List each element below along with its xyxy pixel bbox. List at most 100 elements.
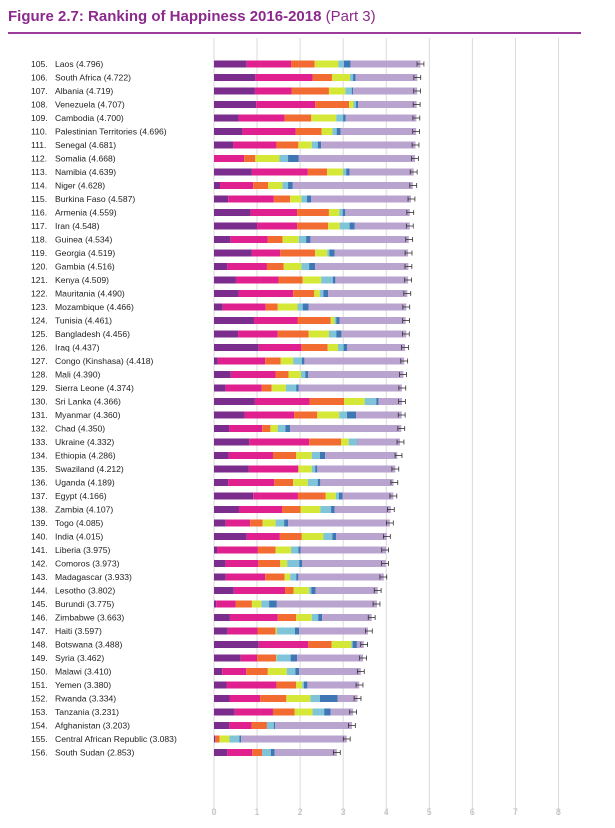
- freedom-segment: [325, 492, 336, 500]
- freedom-segment: [327, 168, 344, 176]
- country-label: Sierra Leone (4.374): [55, 383, 134, 393]
- country-label: Bangladesh (4.456): [55, 329, 130, 339]
- residual-segment: [241, 735, 347, 743]
- rank-label: 115.: [31, 194, 47, 204]
- life-expectancy-segment: [276, 681, 297, 689]
- social-support-segment: [225, 560, 259, 567]
- generosity-segment: [293, 357, 302, 365]
- generosity-segment: [262, 749, 271, 756]
- life-expectancy-segment: [291, 60, 315, 68]
- corruption-segment: [299, 560, 303, 567]
- corruption-segment: [311, 587, 316, 594]
- life-expectancy-segment: [276, 141, 299, 149]
- country-label: Kenya (4.509): [55, 275, 109, 285]
- country-label: Afghanistan (3.203): [55, 721, 130, 731]
- gdp-segment: [214, 492, 254, 500]
- gdp-segment: [214, 236, 231, 243]
- gdp-segment: [214, 749, 228, 756]
- rank-label: 108.: [31, 100, 48, 110]
- social-support-segment: [242, 128, 296, 135]
- generosity-segment: [275, 519, 285, 527]
- corruption-segment: [351, 87, 354, 95]
- freedom-segment: [219, 735, 230, 743]
- rank-label: 120.: [31, 262, 48, 272]
- life-expectancy-segment: [246, 668, 268, 675]
- social-support-segment: [254, 398, 310, 405]
- rank-label: 145.: [31, 599, 48, 609]
- gdp-segment: [214, 141, 234, 149]
- gdp-segment: [214, 344, 259, 351]
- country-label: Uganda (4.189): [55, 478, 115, 488]
- gdp-segment: [214, 128, 243, 135]
- life-expectancy-segment: [295, 128, 322, 135]
- corruption-segment: [303, 681, 308, 689]
- gdp-segment: [214, 600, 217, 608]
- gdp-segment: [214, 614, 230, 621]
- life-expectancy-segment: [315, 101, 350, 108]
- residual-segment: [310, 236, 409, 243]
- gdp-segment: [214, 425, 230, 432]
- generosity-segment: [343, 168, 347, 176]
- rank-label: 132.: [31, 424, 48, 434]
- social-support-segment: [246, 533, 280, 540]
- gdp-segment: [214, 222, 258, 230]
- social-support-segment: [256, 101, 316, 108]
- life-expectancy-segment: [297, 209, 329, 216]
- life-expectancy-segment: [274, 479, 294, 486]
- residual-segment: [334, 249, 409, 257]
- residual-segment: [325, 452, 398, 459]
- social-support-segment: [248, 465, 299, 473]
- generosity-segment: [319, 290, 324, 297]
- life-expectancy-segment: [235, 600, 252, 608]
- country-label: Liberia (3.975): [55, 545, 111, 555]
- life-expectancy-segment: [215, 735, 220, 743]
- residual-segment: [317, 465, 396, 473]
- residual-segment: [308, 303, 407, 311]
- generosity-segment: [309, 587, 312, 594]
- gdp-segment: [214, 330, 239, 338]
- freedom-segment: [290, 195, 302, 203]
- country-label: Botswana (3.488): [55, 640, 122, 650]
- social-support-segment: [235, 276, 279, 284]
- social-support-segment: [251, 168, 308, 176]
- country-label: Yemen (3.380): [55, 680, 111, 690]
- residual-segment: [356, 411, 402, 419]
- gdp-segment: [214, 384, 226, 392]
- generosity-segment: [312, 708, 325, 716]
- corruption-segment: [301, 357, 305, 365]
- corruption-segment: [295, 668, 300, 675]
- corruption-segment: [298, 546, 301, 554]
- country-label: Madagascar (3.933): [55, 572, 132, 582]
- country-label: South Africa (4.722): [55, 73, 131, 83]
- corruption-segment: [315, 465, 318, 473]
- social-support-segment: [250, 209, 298, 216]
- residual-segment: [300, 546, 386, 554]
- country-label: Egypt (4.166): [55, 491, 107, 501]
- generosity-segment: [282, 182, 289, 189]
- generosity-segment: [327, 249, 330, 257]
- country-label: Armenia (4.559): [55, 208, 117, 218]
- generosity-segment: [300, 371, 306, 378]
- residual-segment: [315, 263, 409, 270]
- residual-segment: [302, 560, 386, 567]
- social-support-segment: [238, 290, 294, 297]
- rank-label: 143.: [31, 572, 48, 582]
- freedom-segment: [314, 60, 339, 68]
- generosity-segment: [311, 141, 318, 149]
- x-tick-label: 4: [384, 807, 389, 817]
- gdp-segment: [214, 587, 234, 594]
- corruption-segment: [346, 168, 350, 176]
- generosity-segment: [364, 398, 377, 405]
- social-support-segment: [225, 384, 262, 392]
- residual-segment: [320, 479, 394, 486]
- freedom-segment: [284, 573, 291, 581]
- rank-label: 155.: [31, 734, 48, 744]
- generosity-segment: [348, 438, 357, 446]
- corruption-segment: [332, 276, 336, 284]
- corruption-segment: [309, 263, 316, 270]
- freedom-segment: [296, 452, 312, 459]
- country-label: Laos (4.796): [55, 59, 103, 69]
- country-label: Sri Lanka (4.366): [55, 397, 121, 407]
- rank-label: 122.: [31, 289, 48, 299]
- freedom-segment: [293, 479, 308, 486]
